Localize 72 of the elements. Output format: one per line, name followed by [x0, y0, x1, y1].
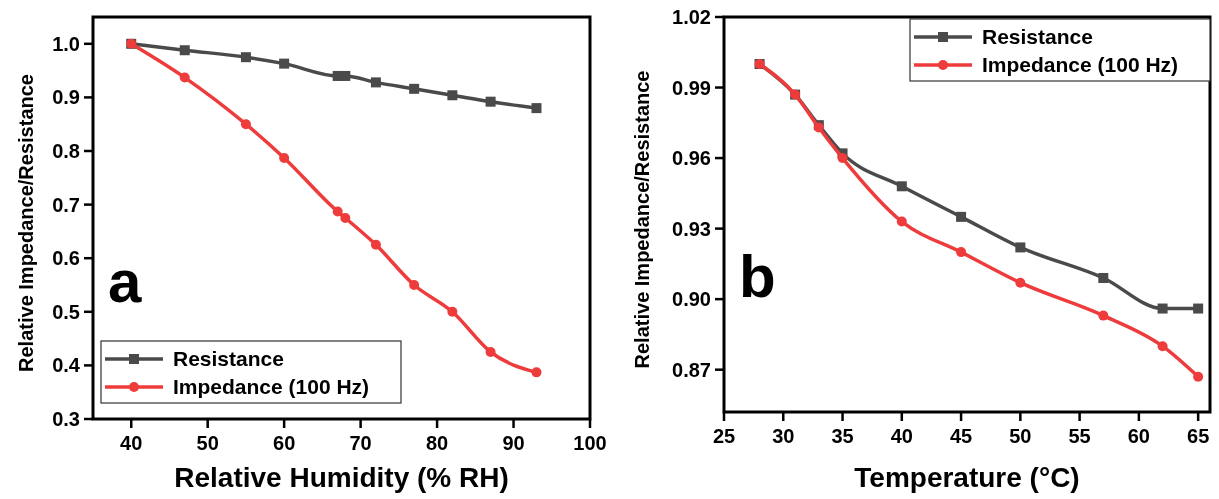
- point: [279, 58, 290, 69]
- x-tick-label: 60: [1127, 425, 1150, 447]
- y-tick-label: 0.9: [52, 86, 80, 109]
- legend-label: Impedance (100 Hz): [173, 375, 370, 398]
- point: [531, 103, 542, 114]
- x-tick-label: 55: [1068, 425, 1091, 447]
- x-tick-label: 25: [712, 425, 736, 447]
- x-tick-label: 35: [831, 425, 854, 447]
- x-tick-label: 45: [949, 425, 973, 447]
- point: [340, 70, 351, 81]
- annotation: b: [739, 243, 776, 311]
- y-tick-label: 0.3: [52, 408, 80, 430]
- point: [370, 239, 381, 250]
- annotation: a: [108, 248, 142, 316]
- point: [409, 280, 420, 290]
- point: [370, 77, 381, 88]
- x-tick-label: 65: [1187, 425, 1210, 447]
- point: [1157, 341, 1168, 352]
- x-tick-label: 40: [890, 425, 913, 447]
- point: [279, 152, 290, 163]
- y-tick-label: 0.96: [672, 147, 711, 170]
- point: [956, 211, 967, 222]
- point: [447, 306, 458, 317]
- point: [332, 206, 343, 217]
- point: [1157, 303, 1168, 314]
- point: [179, 45, 190, 56]
- point: [409, 83, 420, 94]
- x-tick-label: 60: [273, 432, 296, 454]
- point: [1015, 277, 1026, 288]
- point: [340, 213, 351, 223]
- y-axis-title: Relative Impedance/Resistance: [631, 70, 653, 369]
- y-tick-label: 0.6: [52, 247, 80, 270]
- y-tick-label: 0.8: [52, 140, 80, 162]
- point: [240, 119, 251, 130]
- point: [896, 181, 907, 192]
- point: [1098, 310, 1109, 321]
- y-tick-label: 0.99: [672, 76, 711, 99]
- x-axis-title: Temperature (°C): [854, 462, 1080, 493]
- y-axis-title: Relative Impedance/Resistance: [15, 74, 37, 372]
- y-tick-label: 0.90: [672, 288, 711, 311]
- point: [1193, 371, 1204, 382]
- x-axis-title: Relative Humidity (% RH): [174, 462, 509, 493]
- x-tick-label: 90: [502, 432, 525, 454]
- legend-label: Impedance (100 Hz): [982, 53, 1179, 76]
- x-tick-label: 100: [573, 432, 607, 454]
- y-tick-label: 1.0: [52, 32, 80, 55]
- x-tick-label: 40: [120, 432, 143, 454]
- legend-label: Resistance: [173, 347, 284, 370]
- x-tick-label: 30: [772, 425, 795, 447]
- legend-label: Resistance: [982, 25, 1093, 48]
- point: [1015, 242, 1026, 253]
- point: [956, 247, 967, 258]
- y-tick-label: 1.02: [672, 6, 711, 28]
- point: [1098, 272, 1109, 283]
- x-tick-label: 50: [1009, 425, 1032, 447]
- point: [240, 52, 251, 63]
- x-tick-label: 50: [196, 432, 219, 454]
- y-tick-label: 0.93: [672, 217, 711, 240]
- point: [447, 90, 458, 101]
- x-tick-label: 80: [425, 432, 449, 454]
- x-tick-label: 70: [349, 432, 372, 454]
- point: [837, 153, 848, 164]
- point: [896, 216, 907, 227]
- point: [485, 96, 496, 107]
- point: [179, 72, 190, 83]
- y-tick-label: 0.7: [52, 193, 80, 216]
- y-tick-label: 0.87: [672, 358, 711, 381]
- y-tick-label: 0.4: [52, 354, 81, 377]
- point: [1193, 303, 1204, 314]
- y-tick-label: 0.5: [52, 300, 80, 323]
- point: [485, 347, 496, 357]
- point: [531, 367, 542, 378]
